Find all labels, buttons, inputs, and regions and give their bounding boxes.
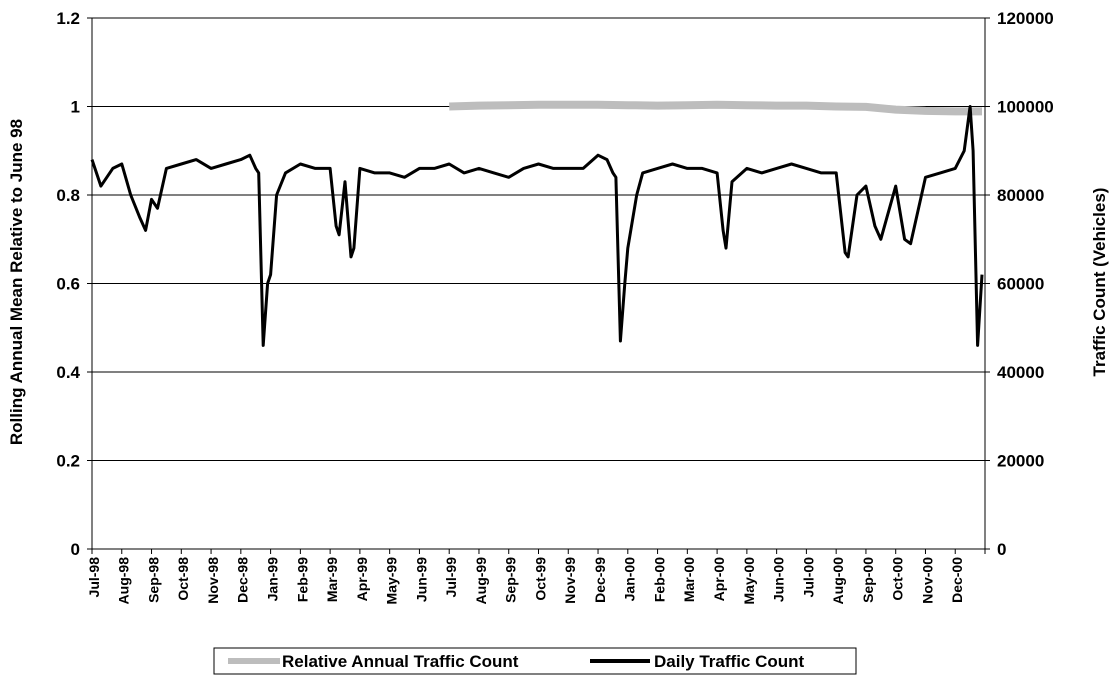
left-tick-label: 0.4	[56, 363, 80, 382]
x-tick-label: Feb-99	[294, 557, 310, 602]
x-tick-label: Apr-99	[354, 557, 370, 602]
x-tick-label: Jan-99	[264, 557, 280, 602]
x-tick-label: Jun-99	[413, 557, 429, 602]
x-axis-ticks: Jul-98 Aug-98 Sep-98 Oct-98 Nov-98 Dec-98 Jan-…	[86, 549, 986, 605]
left-tick-label: 0.6	[56, 275, 80, 294]
left-y-axis-ticks: 0 0.2 0.4 0.6 0.8 1 1.2	[56, 9, 92, 559]
x-tick-label: Sep-98	[145, 557, 161, 603]
x-tick-label: Dec-98	[235, 557, 251, 603]
right-tick-label: 80000	[997, 186, 1044, 205]
left-tick-label: 0.8	[56, 186, 80, 205]
plot-area	[90, 100, 984, 347]
x-tick-label: Nov-00	[919, 557, 935, 604]
x-tick-label: Oct-99	[532, 557, 548, 601]
legend-label-daily-traffic-count: Daily Traffic Count	[654, 652, 805, 671]
left-tick-label: 0.2	[56, 452, 80, 471]
x-tick-label: Oct-98	[175, 557, 191, 601]
x-tick-label: Aug-98	[116, 557, 132, 605]
x-tick-label: Apr-00	[711, 557, 727, 602]
right-tick-label: 0	[997, 540, 1006, 559]
legend: Relative Annual Traffic Count Daily Traf…	[213, 647, 857, 675]
x-tick-label: Mar-00	[681, 557, 697, 602]
x-tick-label: Jul-98	[86, 557, 102, 598]
legend-box	[213, 647, 857, 675]
left-tick-label: 1	[71, 98, 80, 117]
x-tick-label: Aug-99	[473, 557, 489, 605]
series-daily-traffic-count	[90, 105, 984, 347]
x-tick-label: Dec-00	[949, 557, 965, 603]
right-tick-label: 100000	[997, 98, 1054, 117]
right-tick-label: 60000	[997, 275, 1044, 294]
x-tick-label: Jan-00	[622, 557, 638, 602]
right-tick-label: 20000	[997, 452, 1044, 471]
right-tick-label: 40000	[997, 363, 1044, 382]
gridlines	[92, 17, 985, 461]
x-tick-label: Nov-99	[562, 557, 578, 604]
left-tick-label: 1.2	[56, 9, 80, 28]
x-tick-label: May-99	[384, 557, 400, 605]
x-tick-label: Feb-00	[651, 557, 667, 602]
x-tick-label: Sep-00	[860, 557, 876, 603]
x-tick-label: Sep-99	[503, 557, 519, 603]
right-y-axis-title: Traffic Count (Vehicles)	[1090, 188, 1109, 377]
x-tick-label: Jul-00	[800, 557, 816, 598]
left-y-axis-title: Rolling Annual Mean Relative to June 98	[7, 119, 26, 445]
x-tick-label: Mar-99	[324, 557, 340, 602]
x-tick-label: Aug-00	[830, 557, 846, 605]
legend-label-relative-annual-traffic-count: Relative Annual Traffic Count	[282, 652, 519, 671]
right-y-axis-ticks: 0 20000 40000 60000 80000 100000 120000	[985, 9, 1054, 559]
x-tick-label: Dec-99	[592, 557, 608, 603]
x-tick-label: Jun-00	[771, 557, 787, 602]
x-tick-label: Oct-00	[890, 557, 906, 601]
x-tick-label: May-00	[741, 557, 757, 605]
x-tick-label: Jul-99	[443, 557, 459, 598]
left-tick-label: 0	[71, 540, 80, 559]
right-tick-label: 120000	[997, 9, 1054, 28]
x-tick-label: Nov-98	[205, 557, 221, 604]
series-relative-annual-traffic-count	[449, 100, 982, 116]
